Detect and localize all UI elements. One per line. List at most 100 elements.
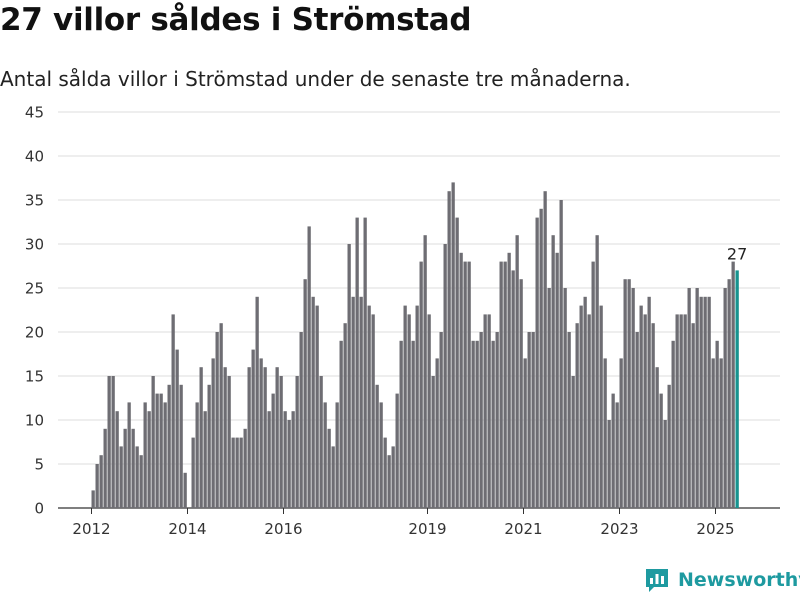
bar: [723, 288, 727, 508]
bar: [203, 411, 207, 508]
bar: [423, 235, 427, 508]
bar: [135, 446, 139, 508]
bar: [691, 323, 695, 508]
x-tick-label: 2023: [600, 520, 638, 538]
bar: [311, 296, 315, 508]
bar: [99, 455, 103, 508]
bar: [411, 340, 415, 508]
bar: [463, 261, 467, 508]
bar: [363, 217, 367, 508]
bar: [451, 182, 455, 508]
bar: [699, 296, 703, 508]
bar: [535, 217, 539, 508]
bar: [551, 235, 555, 508]
bar: [327, 428, 331, 508]
bar: [459, 252, 463, 508]
bar: [511, 270, 515, 508]
bar-chart-logo-icon: [646, 569, 668, 592]
bar: [107, 376, 111, 508]
bar: [495, 332, 499, 508]
y-tick-label: 45: [25, 104, 44, 122]
bar: [307, 226, 311, 508]
bar: [515, 235, 519, 508]
bar: [539, 208, 543, 509]
bar: [127, 402, 131, 508]
bar: [323, 402, 327, 508]
bar: [623, 279, 627, 508]
bar: [267, 411, 271, 508]
bar: [223, 367, 227, 508]
bar: [475, 340, 479, 508]
bar: [163, 402, 167, 508]
bar: [147, 411, 151, 508]
bar: [243, 428, 247, 508]
bar: [207, 384, 211, 508]
bar: [155, 393, 159, 508]
bar: [439, 332, 443, 508]
bar: [607, 420, 611, 508]
bar: [655, 367, 659, 508]
bar: [683, 314, 687, 508]
bar: [443, 244, 447, 508]
bar: [359, 296, 363, 508]
bar: [231, 437, 235, 508]
bar: [151, 376, 155, 508]
bar: [407, 314, 411, 508]
bar: [103, 428, 107, 508]
bar: [315, 305, 319, 508]
bar: [595, 235, 599, 508]
bar: [195, 402, 199, 508]
bar: [651, 323, 655, 508]
bar: [531, 332, 535, 508]
chart-title: 27 villor såldes i Strömstad: [0, 2, 472, 38]
bar: [235, 437, 239, 508]
bar: [211, 358, 215, 508]
bar: [283, 411, 287, 508]
bar: [491, 340, 495, 508]
y-tick-label: 15: [25, 368, 44, 386]
y-axis-ticks: 0 5 10 15 20 25 30 35 40 45: [25, 104, 44, 518]
bar: [395, 393, 399, 508]
bar: [263, 367, 267, 508]
bar: [275, 367, 279, 508]
bar: [95, 464, 99, 508]
bar: [167, 384, 171, 508]
bar: [295, 376, 299, 508]
bar: [611, 393, 615, 508]
bar: [499, 261, 503, 508]
bar: [479, 332, 483, 508]
y-tick-label: 35: [25, 192, 44, 210]
bar: [579, 305, 583, 508]
x-tick-label: 2021: [504, 520, 542, 538]
bar: [571, 376, 575, 508]
y-tick-label: 20: [25, 324, 44, 342]
bar: [647, 296, 651, 508]
bar: [679, 314, 683, 508]
last-value-label: 27: [727, 244, 747, 263]
y-tick-label: 0: [34, 500, 44, 518]
bar: [687, 288, 691, 508]
y-tick-label: 5: [34, 456, 44, 474]
y-tick-label: 25: [25, 280, 44, 298]
bar: [487, 314, 491, 508]
bar: [215, 332, 219, 508]
bar: [175, 349, 179, 508]
bar: [239, 437, 243, 508]
bar: [347, 244, 351, 508]
y-tick-label: 40: [25, 148, 44, 166]
bar: [111, 376, 115, 508]
annotations: 27: [727, 244, 747, 263]
x-tick-label: 2025: [696, 520, 734, 538]
bar: [355, 217, 359, 508]
bar: [639, 305, 643, 508]
bar: [191, 437, 195, 508]
bar: [279, 376, 283, 508]
bar: [259, 358, 263, 508]
bar: [523, 358, 527, 508]
bar: [507, 252, 511, 508]
bar: [715, 340, 719, 508]
bar: [555, 252, 559, 508]
bar: [375, 384, 379, 508]
bar: [483, 314, 487, 508]
